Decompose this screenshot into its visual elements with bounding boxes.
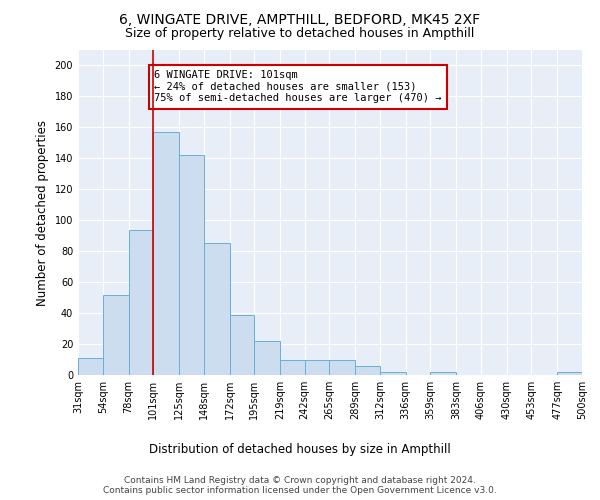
- Bar: [329, 360, 355, 375]
- Bar: [204, 244, 230, 375]
- Bar: [179, 155, 204, 375]
- Bar: [153, 132, 179, 375]
- Bar: [355, 366, 380, 375]
- Bar: [230, 314, 254, 375]
- Bar: [254, 341, 280, 375]
- Bar: [280, 360, 305, 375]
- Text: 6, WINGATE DRIVE, AMPTHILL, BEDFORD, MK45 2XF: 6, WINGATE DRIVE, AMPTHILL, BEDFORD, MK4…: [119, 12, 481, 26]
- Bar: [78, 358, 103, 375]
- Text: 6 WINGATE DRIVE: 101sqm
← 24% of detached houses are smaller (153)
75% of semi-d: 6 WINGATE DRIVE: 101sqm ← 24% of detache…: [154, 70, 442, 103]
- Bar: [103, 294, 128, 375]
- Bar: [305, 360, 329, 375]
- Y-axis label: Number of detached properties: Number of detached properties: [36, 120, 49, 306]
- Bar: [128, 230, 153, 375]
- Bar: [380, 372, 406, 375]
- Bar: [557, 372, 582, 375]
- Text: Size of property relative to detached houses in Ampthill: Size of property relative to detached ho…: [125, 28, 475, 40]
- Text: Distribution of detached houses by size in Ampthill: Distribution of detached houses by size …: [149, 442, 451, 456]
- Bar: [430, 372, 456, 375]
- Text: Contains HM Land Registry data © Crown copyright and database right 2024.
Contai: Contains HM Land Registry data © Crown c…: [103, 476, 497, 495]
